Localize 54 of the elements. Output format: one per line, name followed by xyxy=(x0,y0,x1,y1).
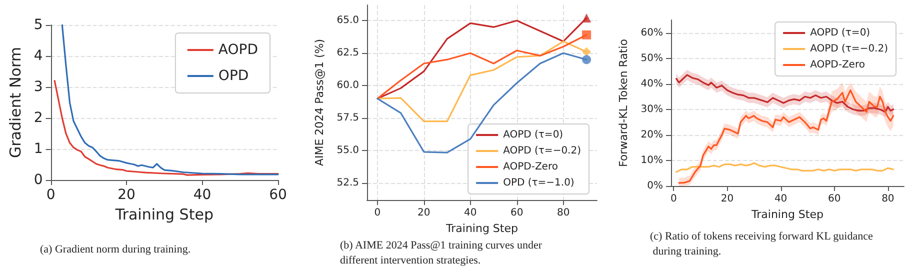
y-tick-label: 2 xyxy=(34,110,43,126)
y-tick-label: 50% xyxy=(640,52,663,64)
legend-label: OPD (τ=−1.0) xyxy=(503,178,574,188)
legend-label: AOPD (τ=−0.2) xyxy=(810,44,888,54)
legend-label: AOPD (τ=0) xyxy=(810,28,870,38)
legend-label: OPD xyxy=(218,68,249,84)
y-axis-title: Forward-KL Token Ratio xyxy=(617,38,630,168)
y-tick-label: 4 xyxy=(34,48,43,64)
y-tick-label: 62.5 xyxy=(336,48,359,59)
y-tick-label: 3 xyxy=(34,79,43,95)
x-tick-label: 40 xyxy=(464,208,477,218)
x-tick-label: 60 xyxy=(510,208,524,218)
x-axis-title: Training Step xyxy=(445,222,518,235)
y-tick-label: 57.5 xyxy=(336,112,359,124)
legend-label: AOPD (τ=0) xyxy=(503,130,564,140)
line-series xyxy=(676,162,894,173)
y-tick-label: 30% xyxy=(640,104,663,115)
x-tick-label: 0 xyxy=(46,187,56,203)
y-tick-label: 1 xyxy=(34,141,43,157)
text: (a) Gradient norm during training. xyxy=(40,244,191,256)
y-tick-label: 52.5 xyxy=(336,178,359,189)
y-tick-label: 40% xyxy=(640,78,663,90)
y-tick-label: 60.0 xyxy=(336,80,359,92)
x-tick-label: 80 xyxy=(882,194,894,204)
x-tick-label: 0 xyxy=(670,194,677,204)
y-axis-title: Gradient Norm xyxy=(6,47,24,158)
y-tick-label: 20% xyxy=(640,129,663,140)
y-tick-label: 0% xyxy=(647,180,663,192)
x-tick-label: 20 xyxy=(720,194,734,204)
y-tick-label: 55.0 xyxy=(336,145,359,156)
x-axis-title: Training Step xyxy=(114,205,214,224)
text: (b) AIME 2024 Pass@1 training curves under different intervention strategies. xyxy=(340,240,545,266)
y-tick-label: 0 xyxy=(34,172,43,188)
x-tick-label: 0 xyxy=(374,208,381,218)
legend-label: AOPD xyxy=(218,42,258,58)
line-series xyxy=(54,80,279,176)
legend-label: AOPD (τ=−0.2) xyxy=(503,146,582,156)
y-axis-title: AIME 2024 Pass@1 (%) xyxy=(313,38,326,166)
x-tick-label: 60 xyxy=(828,194,841,204)
y-tick-label: 5 xyxy=(34,17,43,33)
legend-label: AOPD-Zero xyxy=(810,60,865,70)
legend-label: AOPD-Zero xyxy=(503,162,558,172)
y-tick-label: 10% xyxy=(640,154,663,166)
x-tick-label: 20 xyxy=(118,187,136,203)
text: (c) Ratio of tokens receiving forward KL guidance during training. xyxy=(650,230,873,258)
x-tick-label: 80 xyxy=(556,208,570,218)
x-tick-label: 40 xyxy=(193,187,212,203)
x-tick-label: 40 xyxy=(774,194,788,204)
x-axis-title: Training Step xyxy=(750,208,824,221)
x-tick-label: 60 xyxy=(269,187,287,203)
line-series xyxy=(61,24,279,176)
y-tick-label: 60% xyxy=(640,27,663,38)
x-tick-label: 20 xyxy=(418,208,430,218)
y-tick-label: 65.0 xyxy=(336,15,359,26)
